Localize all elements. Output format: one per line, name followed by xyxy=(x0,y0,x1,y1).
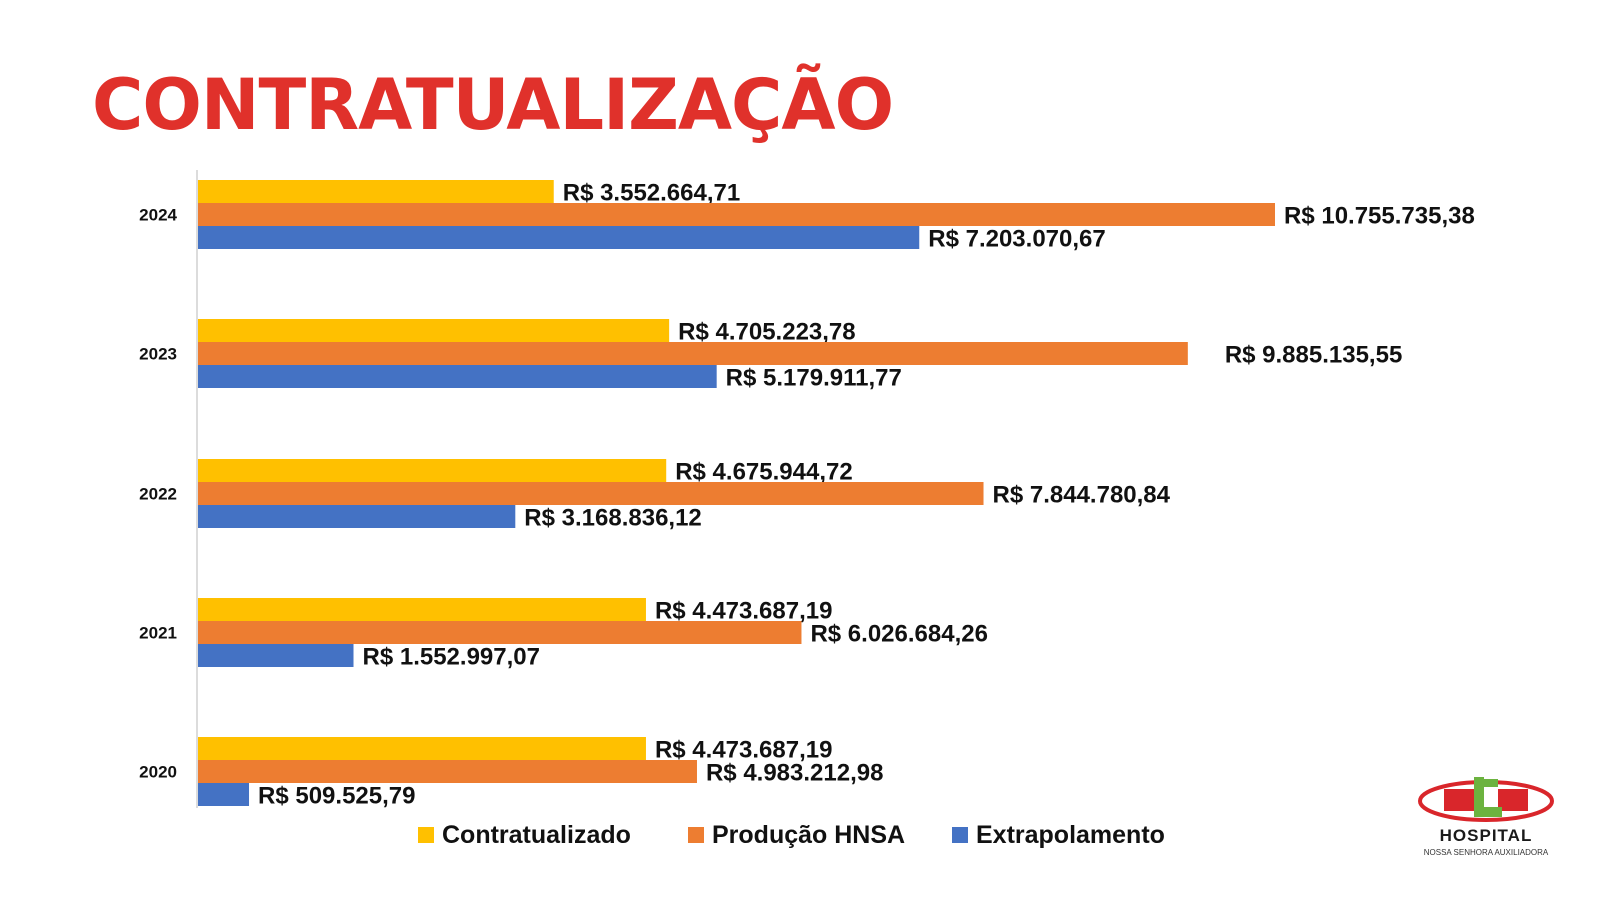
data-label: R$ 9.885.135,55 xyxy=(1225,342,1402,369)
data-label: R$ 4.675.944,72 xyxy=(675,459,852,486)
hospital-logo-icon xyxy=(1418,777,1554,822)
data-label: R$ 7.203.070,67 xyxy=(928,226,1105,253)
y-tick-label: 2022 xyxy=(139,485,177,504)
data-label: R$ 7.844.780,84 xyxy=(993,482,1171,509)
bar xyxy=(198,760,697,783)
y-tick-label: 2020 xyxy=(139,763,177,782)
data-label: R$ 509.525,79 xyxy=(258,783,415,810)
data-label: R$ 3.168.836,12 xyxy=(524,505,701,532)
bar xyxy=(198,783,250,806)
bar xyxy=(198,737,646,760)
bar xyxy=(198,203,1275,226)
data-label: R$ 4.705.223,78 xyxy=(678,319,855,346)
bar xyxy=(198,180,554,203)
y-tick-label: 2024 xyxy=(139,206,177,225)
data-label: R$ 4.983.212,98 xyxy=(706,760,883,787)
y-tick-label: 2023 xyxy=(139,345,177,364)
bar xyxy=(198,226,920,249)
legend-label: Produção HNSA xyxy=(712,821,905,849)
logo-name: HOSPITAL xyxy=(1439,826,1533,845)
legend-swatch xyxy=(952,827,968,843)
legend-swatch xyxy=(418,827,434,843)
data-label: R$ 1.552.997,07 xyxy=(363,644,540,671)
data-label: R$ 4.473.687,19 xyxy=(655,598,832,625)
page-title: CONTRATUALIZAÇÃO xyxy=(92,64,894,146)
bar xyxy=(198,505,516,528)
legend-label: Extrapolamento xyxy=(976,821,1165,849)
data-label: R$ 3.552.664,71 xyxy=(563,180,740,207)
bar xyxy=(198,365,717,388)
bar xyxy=(198,482,984,505)
bar xyxy=(198,621,802,644)
bar xyxy=(198,598,646,621)
bar xyxy=(198,342,1188,365)
legend-label: Contratualizado xyxy=(442,821,631,849)
hospital-logo: HOSPITAL NOSSA SENHORA AUXILIADORA xyxy=(1408,775,1564,870)
data-label: R$ 6.026.684,26 xyxy=(810,621,987,648)
legend-swatch xyxy=(688,827,704,843)
data-label: R$ 10.755.735,38 xyxy=(1284,203,1475,230)
logo-subtitle: NOSSA SENHORA AUXILIADORA xyxy=(1423,848,1549,857)
bar xyxy=(198,644,354,667)
bar xyxy=(198,319,670,342)
data-label: R$ 5.179.911,77 xyxy=(726,365,902,392)
bar xyxy=(198,459,667,482)
data-label: R$ 4.473.687,19 xyxy=(655,737,832,764)
y-tick-label: 2021 xyxy=(139,624,177,643)
